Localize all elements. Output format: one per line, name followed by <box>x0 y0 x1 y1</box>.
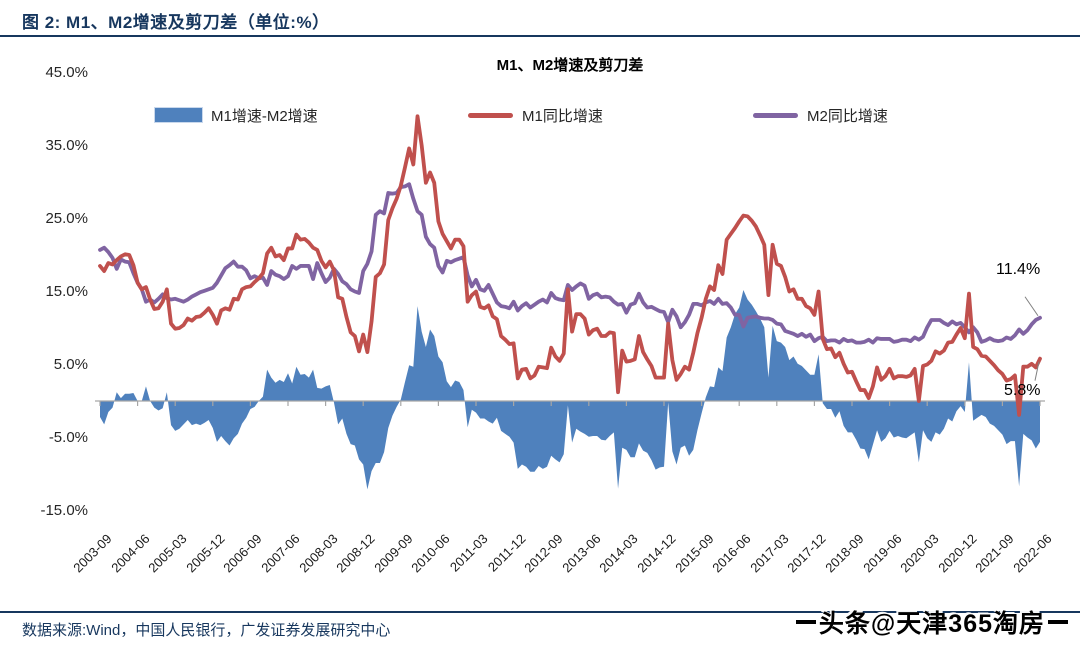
bar-series-m1-minus-m2 <box>100 290 1040 490</box>
legend-item-m2: M2同比增速 <box>753 106 888 125</box>
m2-line-swatch-icon <box>753 112 798 118</box>
y-tick-label: 25.0% <box>45 209 88 227</box>
watermark-dash-right <box>1048 620 1068 624</box>
annotation-m2-latest: 11.4% <box>996 261 1041 278</box>
y-tick-label: 35.0% <box>45 136 88 154</box>
figure-caption: 图 2: M1、M2增速及剪刀差（单位:%） <box>22 13 330 32</box>
legend-label-m2: M2同比增速 <box>807 107 888 125</box>
legend-label-m1: M1同比增速 <box>522 107 603 125</box>
y-tick-label: 15.0% <box>45 282 88 300</box>
top-rule <box>0 35 1080 37</box>
chart-plot <box>95 114 1045 490</box>
chart-title: M1、M2增速及剪刀差 <box>496 57 644 74</box>
line-series-m1 <box>98 114 1042 417</box>
bottom-rule <box>0 611 1080 613</box>
m1-line-swatch-icon <box>468 112 513 118</box>
legend-item-m1: M1同比增速 <box>468 106 603 125</box>
watermark: 头条@天津365淘房 <box>795 604 1068 640</box>
y-tick-label: -15.0% <box>40 501 88 519</box>
bar-swatch-icon <box>154 107 203 123</box>
legend-item-bar: M1增速-M2增速 <box>154 106 318 125</box>
annotation-m1-latest: 5.8% <box>1004 382 1041 399</box>
watermark-dash-left <box>795 620 816 624</box>
y-tick-label: -5.0% <box>48 428 88 446</box>
watermark-text: 头条@天津365淘房 <box>818 610 1045 638</box>
y-tick-label: 45.0% <box>45 63 88 81</box>
y-tick-label: 5.0% <box>53 355 88 373</box>
legend-label-bar: M1增速-M2增速 <box>211 107 318 125</box>
line-series-m2 <box>98 182 1042 345</box>
data-source-note: 数据来源:Wind，中国人民银行，广发证券发展研究中心 <box>22 622 391 639</box>
